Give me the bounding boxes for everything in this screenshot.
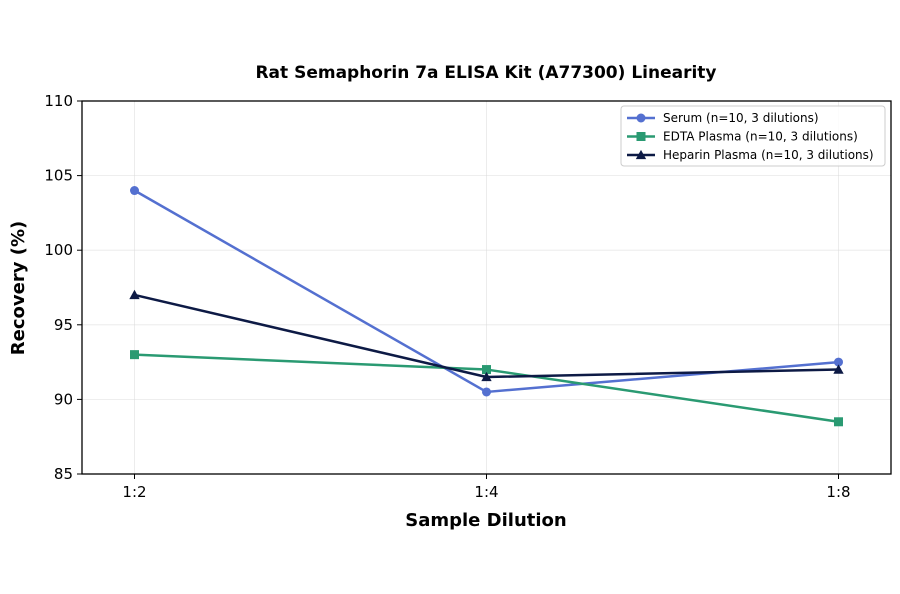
legend-marker (636, 132, 646, 141)
y-tick-label: 100 (44, 241, 73, 259)
legend-entry: Heparin Plasma (n=10, 3 dilutions) (627, 148, 874, 162)
series-2 (130, 350, 843, 427)
legend-label: Serum (n=10, 3 dilutions) (663, 111, 819, 125)
data-point (130, 186, 139, 196)
legend-entry: EDTA Plasma (n=10, 3 dilutions) (627, 130, 858, 144)
data-point (129, 289, 140, 300)
x-tick-label: 1:8 (826, 483, 850, 501)
legend-box (620, 105, 886, 167)
x-tick-label: 1:2 (122, 483, 146, 501)
data-point (834, 357, 843, 367)
y-tick-label: 105 (44, 167, 73, 185)
legend-label: Heparin Plasma (n=10, 3 dilutions) (663, 148, 874, 162)
y-axis-label: Recovery (%) (8, 221, 29, 355)
legend: Serum (n=10, 3 dilutions) EDTA Plasma (n=… (620, 105, 886, 167)
series-3 (129, 289, 844, 382)
legend-marker (636, 113, 646, 123)
legend-marker (635, 149, 647, 160)
data-point (482, 365, 491, 375)
y-tick-label: 85 (54, 465, 73, 483)
x-axis-label: Sample Dilution (405, 510, 566, 531)
data-point (130, 350, 139, 360)
y-tick-label: 90 (54, 390, 73, 408)
x-tick-label: 1:4 (474, 483, 498, 501)
legend-label: EDTA Plasma (n=10, 3 dilutions) (663, 130, 858, 144)
data-point (834, 417, 843, 427)
data-point (481, 371, 492, 382)
data-point (482, 387, 491, 397)
y-tick-label: 95 (54, 316, 73, 334)
legend-entry: Serum (n=10, 3 dilutions) (627, 111, 819, 125)
series-layer (129, 186, 844, 427)
axis-ticks: 85 90 95 100 105 110 1:2 1:4 1:8 (44, 92, 850, 501)
y-tick-label: 110 (44, 92, 73, 110)
chart-title: Rat Semaphorin 7a ELISA Kit (A77300) Lin… (255, 63, 716, 83)
data-point (833, 364, 844, 374)
